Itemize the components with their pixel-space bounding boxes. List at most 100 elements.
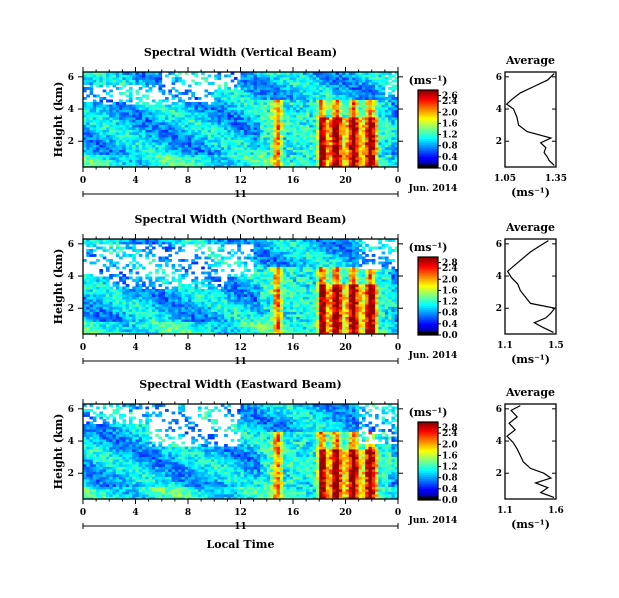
heatmap-cell	[233, 162, 238, 165]
heatmap-cell	[105, 289, 110, 292]
heatmap-cell	[132, 162, 136, 165]
heatmap-cell	[253, 74, 258, 78]
heatmap-cell	[158, 114, 163, 118]
heatmap-cell	[109, 127, 113, 130]
heatmap-cell	[365, 104, 369, 108]
heatmap-cell	[168, 104, 172, 108]
heatmap-cell	[125, 114, 130, 118]
heatmap-cell	[145, 241, 150, 245]
heatmap-cell	[315, 82, 320, 85]
heatmap-cell	[306, 87, 310, 90]
heatmap-cell	[273, 117, 277, 120]
heatmap-cell	[273, 159, 277, 163]
heatmap-cell	[335, 159, 340, 163]
heatmap-cell	[299, 79, 304, 83]
heatmap-cell	[394, 147, 399, 150]
heatmap-cell	[309, 77, 314, 80]
heatmap-cell	[230, 102, 235, 105]
heatmap-cell	[151, 326, 156, 330]
heatmap-cell	[237, 244, 241, 247]
heatmap-cell	[148, 324, 153, 327]
heatmap-cell	[201, 137, 205, 140]
heatmap-cell	[184, 104, 189, 108]
heatmap-cell	[270, 82, 274, 85]
heatmap-cell	[312, 117, 317, 120]
heatmap-cell	[128, 157, 133, 160]
heatmap-cell	[329, 144, 333, 148]
heatmap-cell	[171, 137, 176, 140]
heatmap-cell	[191, 279, 195, 282]
heatmap-cell	[178, 329, 182, 332]
heatmap-cell	[174, 142, 179, 145]
heatmap-cell	[306, 164, 310, 168]
heatmap-cell	[204, 276, 209, 280]
heatmap-cell	[210, 259, 215, 262]
heatmap-cell	[253, 159, 258, 163]
heatmap-cell	[181, 144, 186, 148]
heatmap-cell	[109, 157, 113, 160]
heatmap-cell	[171, 157, 176, 160]
heatmap-cell	[312, 142, 317, 145]
heatmap-cell	[165, 139, 169, 143]
heatmap-cell	[220, 127, 225, 130]
heatmap-cell	[145, 254, 150, 257]
heatmap-cell	[345, 74, 350, 78]
heatmap-cell	[102, 112, 107, 115]
heatmap-cell	[83, 127, 87, 130]
heatmap-cell	[92, 99, 97, 103]
heatmap-cell	[128, 164, 133, 168]
heatmap-cell	[102, 309, 107, 312]
heatmap-cell	[302, 162, 307, 165]
heatmap-cell	[214, 124, 218, 128]
heatmap-cell	[299, 72, 304, 75]
heatmap-cell	[345, 107, 350, 110]
heatmap-cell	[240, 107, 245, 110]
heatmap-cell	[145, 331, 150, 335]
heatmap-cell	[86, 306, 90, 310]
heatmap-cell	[135, 296, 140, 300]
heatmap-cell	[207, 134, 212, 138]
heatmap-cell	[319, 107, 323, 110]
heatmap-cell	[83, 114, 87, 118]
heatmap-cell	[338, 119, 343, 123]
heatmap-cell	[227, 314, 232, 317]
heatmap-cell	[128, 129, 133, 133]
heatmap-cell	[214, 324, 218, 327]
heatmap-cell	[197, 326, 202, 330]
heatmap-cell	[188, 117, 192, 120]
heatmap-cell	[96, 304, 100, 307]
heatmap-cell	[158, 296, 163, 300]
heatmap-cell	[227, 122, 232, 125]
heatmap-cell	[112, 316, 117, 320]
heatmap-cell	[145, 314, 150, 317]
heatmap-cell	[181, 241, 186, 245]
heatmap-cell	[119, 326, 123, 330]
heatmap-cell	[165, 296, 169, 300]
heatmap-cell	[319, 82, 323, 85]
heatmap-cell	[217, 296, 222, 300]
heatmap-cell	[253, 246, 258, 250]
heatmap-cell	[371, 79, 376, 83]
heatmap-cell	[394, 72, 399, 75]
heatmap-cell	[115, 251, 120, 255]
heatmap-cell	[283, 127, 287, 130]
heatmap-cell	[289, 109, 294, 113]
heatmap-cell	[92, 296, 97, 300]
heatmap-cell	[243, 149, 248, 153]
heatmap-cell	[86, 301, 90, 305]
heatmap-cell	[201, 72, 205, 75]
heatmap-cell	[174, 147, 179, 150]
heatmap-cell	[276, 152, 281, 155]
heatmap-cell	[325, 92, 330, 95]
heatmap-cell	[253, 119, 258, 123]
heatmap-cell	[384, 119, 389, 123]
heatmap-cell	[112, 309, 117, 312]
heatmap-cell	[214, 296, 218, 300]
heatmap-cell	[384, 112, 389, 115]
heatmap-cell	[368, 92, 373, 95]
heatmap-cell	[171, 152, 176, 155]
heatmap-cell	[312, 104, 317, 108]
heatmap-cell	[247, 286, 251, 290]
heatmap-cell	[365, 152, 369, 155]
heatmap-cell	[109, 112, 113, 115]
